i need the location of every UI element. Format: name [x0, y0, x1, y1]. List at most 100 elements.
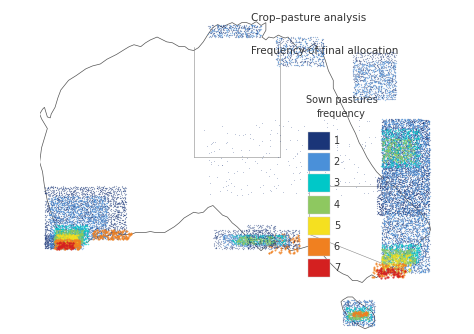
Point [52, 216, 59, 222]
Point [397, 129, 405, 134]
Point [357, 51, 365, 56]
Point [310, 174, 318, 180]
Point [391, 154, 398, 160]
Point [412, 186, 420, 192]
Point [389, 127, 397, 132]
Point [93, 217, 101, 222]
Point [102, 233, 110, 238]
Point [388, 139, 395, 145]
Point [56, 228, 64, 233]
Point [366, 304, 374, 309]
Point [79, 217, 87, 222]
Point [95, 230, 102, 235]
Point [399, 254, 407, 259]
Point [406, 134, 414, 140]
Point [409, 196, 417, 202]
Point [82, 209, 90, 214]
Point [379, 260, 386, 265]
Point [92, 236, 100, 241]
Point [276, 61, 284, 66]
Point [45, 242, 52, 247]
Point [405, 195, 412, 200]
Point [57, 238, 65, 244]
Point [233, 239, 241, 244]
Point [234, 26, 242, 32]
Point [71, 234, 79, 239]
Point [114, 204, 121, 210]
Point [415, 159, 422, 165]
Point [57, 188, 64, 193]
Point [395, 225, 402, 230]
Point [402, 147, 410, 152]
Point [239, 234, 247, 239]
Point [353, 81, 361, 87]
Point [112, 236, 119, 241]
Point [411, 155, 419, 160]
Point [415, 157, 422, 162]
Point [380, 235, 387, 240]
Point [94, 229, 101, 235]
Point [404, 170, 412, 176]
Point [394, 175, 402, 181]
Point [391, 178, 399, 183]
Point [422, 173, 429, 178]
Point [80, 205, 88, 210]
Point [273, 236, 280, 241]
Point [292, 58, 300, 63]
Point [74, 226, 82, 231]
Point [406, 148, 414, 154]
Point [417, 163, 425, 168]
Point [411, 168, 419, 174]
Point [419, 199, 426, 204]
Point [381, 250, 389, 256]
Point [397, 147, 404, 152]
Point [83, 193, 91, 198]
Point [255, 243, 263, 248]
Point [368, 70, 375, 75]
Point [399, 173, 406, 178]
Point [92, 200, 100, 205]
Point [229, 26, 237, 32]
Point [394, 209, 402, 214]
Point [293, 54, 301, 60]
Point [62, 242, 69, 248]
Point [68, 245, 75, 251]
Point [421, 181, 428, 187]
Point [392, 237, 400, 242]
Point [101, 235, 109, 240]
Point [248, 237, 256, 242]
Point [407, 123, 414, 129]
Point [52, 238, 59, 243]
Point [413, 174, 421, 179]
Point [364, 319, 372, 324]
Point [400, 147, 408, 153]
Point [383, 158, 390, 163]
Point [52, 236, 59, 241]
Point [86, 199, 94, 205]
Point [393, 137, 401, 143]
Point [87, 220, 95, 225]
Point [110, 227, 118, 232]
Point [285, 239, 293, 244]
Point [109, 230, 117, 236]
Point [351, 319, 359, 324]
Point [95, 212, 102, 218]
Point [425, 176, 433, 181]
Point [404, 128, 411, 133]
Point [95, 192, 103, 197]
Point [422, 167, 430, 173]
Point [421, 253, 428, 258]
Point [413, 131, 420, 136]
Point [365, 312, 372, 317]
Point [62, 234, 70, 239]
Point [415, 208, 422, 213]
Point [95, 232, 103, 237]
Point [103, 200, 110, 205]
Point [54, 234, 61, 239]
Point [220, 232, 228, 238]
Point [351, 66, 358, 71]
Point [388, 248, 395, 253]
Point [389, 132, 397, 137]
Point [419, 215, 427, 220]
Point [83, 200, 91, 205]
